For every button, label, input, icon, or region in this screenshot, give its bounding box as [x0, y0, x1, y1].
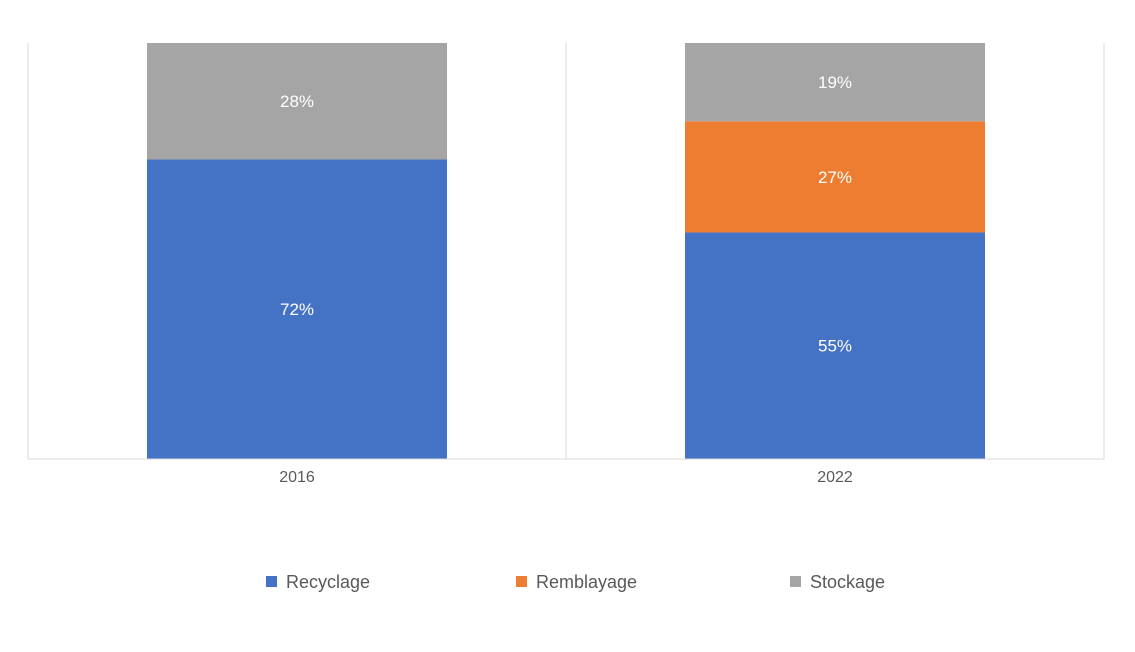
- legend-item-recyclage[interactable]: Recyclage: [266, 572, 370, 592]
- legend-swatch: [516, 576, 527, 587]
- legend-label: Recyclage: [286, 572, 370, 592]
- data-label: 72%: [280, 300, 314, 319]
- legend-label: Stockage: [810, 572, 885, 592]
- x-tick-label: 2016: [279, 469, 315, 486]
- legend-swatch: [266, 576, 277, 587]
- gridlines: [27, 43, 1105, 459]
- bar-recyclage-2016: [147, 159, 447, 460]
- legend[interactable]: Recyclage Remblayage Stockage: [266, 572, 885, 592]
- bar-recyclage-2022: [685, 232, 985, 459]
- data-label: 19%: [818, 73, 852, 92]
- legend-item-stockage[interactable]: Stockage: [790, 572, 885, 592]
- bar-remblayage-2022: [685, 121, 985, 233]
- legend-item-remblayage[interactable]: Remblayage: [516, 572, 637, 592]
- data-label: 28%: [280, 92, 314, 111]
- data-label: 27%: [818, 168, 852, 187]
- x-axis: 2016 2022: [28, 458, 1104, 486]
- data-labels: 72% 28% 55% 27% 19%: [280, 73, 852, 356]
- x-tick-label: 2022: [817, 469, 853, 486]
- bar-stockage-2022: [685, 43, 985, 122]
- legend-swatch: [790, 576, 801, 587]
- bars: [147, 43, 985, 460]
- bar-stockage-2016: [147, 43, 447, 160]
- data-label: 55%: [818, 337, 852, 356]
- legend-label: Remblayage: [536, 572, 637, 592]
